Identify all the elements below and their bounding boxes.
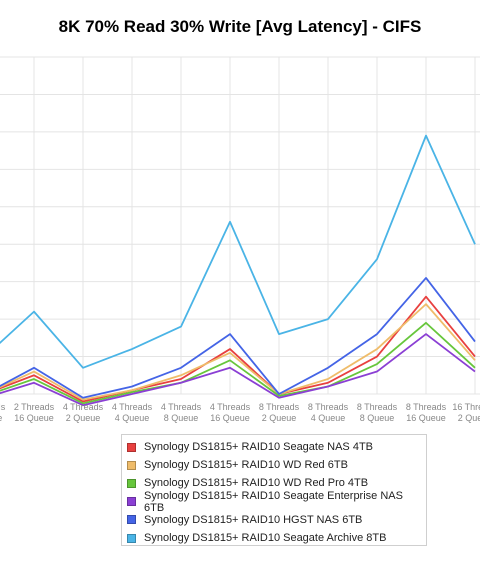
- legend-label: Synology DS1815+ RAID10 Seagate Enterpri…: [144, 489, 403, 514]
- series-lines: [0, 134, 476, 407]
- legend-swatch: [127, 460, 136, 470]
- legend-label: Synology DS1815+ RAID10 Seagate Archive …: [144, 532, 387, 545]
- legend-label: Synology DS1815+ RAID10 WD Red Pro 4TB: [144, 477, 369, 490]
- x-tick-label: 8 Threads 2 Queue: [259, 402, 300, 423]
- x-tick-label: 4 Threads 4 Queue: [112, 402, 153, 423]
- legend-item[interactable]: Synology DS1815+ RAID10 WD Red 6TB: [122, 456, 426, 474]
- legend-swatch: [127, 533, 136, 543]
- legend-swatch: [127, 442, 136, 452]
- legend-label: Synology DS1815+ RAID10 WD Red 6TB: [144, 459, 348, 472]
- legend-item[interactable]: Synology DS1815+ RAID10 Seagate Archive …: [122, 529, 426, 547]
- series-line: [0, 303, 476, 401]
- x-tick-label: 8 Threads 16 Queue: [406, 402, 447, 423]
- legend-item[interactable]: Synology DS1815+ RAID10 Seagate Enterpri…: [122, 489, 426, 514]
- legend-label: Synology DS1815+ RAID10 HGST NAS 6TB: [144, 513, 363, 526]
- x-tick-label: 2 Threads 16 Queue: [14, 402, 55, 423]
- x-tick-label: 8 Threads 8 Queue: [357, 402, 398, 423]
- legend-swatch: [127, 515, 136, 525]
- grid-lines: [0, 56, 480, 395]
- series-line: [0, 295, 476, 403]
- legend-item[interactable]: Synology DS1815+ RAID10 HGST NAS 6TB: [122, 511, 426, 529]
- chart-title: 8K 70% Read 30% Write [Avg Latency] - CI…: [58, 17, 422, 36]
- x-tick-label: 4 Threads 16 Queue: [210, 402, 251, 423]
- legend: Synology DS1815+ RAID10 Seagate NAS 4TB S…: [121, 434, 427, 546]
- legend-swatch: [127, 478, 136, 488]
- series-line: [0, 134, 476, 369]
- series-line: [0, 277, 476, 399]
- series-line: [0, 333, 476, 407]
- legend-item[interactable]: Synology DS1815+ RAID10 WD Red Pro 4TB: [122, 474, 426, 492]
- legend-item[interactable]: Synology DS1815+ RAID10 Seagate NAS 4TB: [122, 438, 426, 456]
- x-tick-label: 4 Threads 2 Queue: [63, 402, 104, 423]
- legend-swatch: [127, 497, 136, 507]
- legend-label: Synology DS1815+ RAID10 Seagate NAS 4TB: [144, 441, 373, 454]
- series-line: [0, 321, 476, 405]
- x-tick-label: 8 Threads 4 Queue: [308, 402, 349, 423]
- x-tick-label: 4 Threads 8 Queue: [161, 402, 202, 423]
